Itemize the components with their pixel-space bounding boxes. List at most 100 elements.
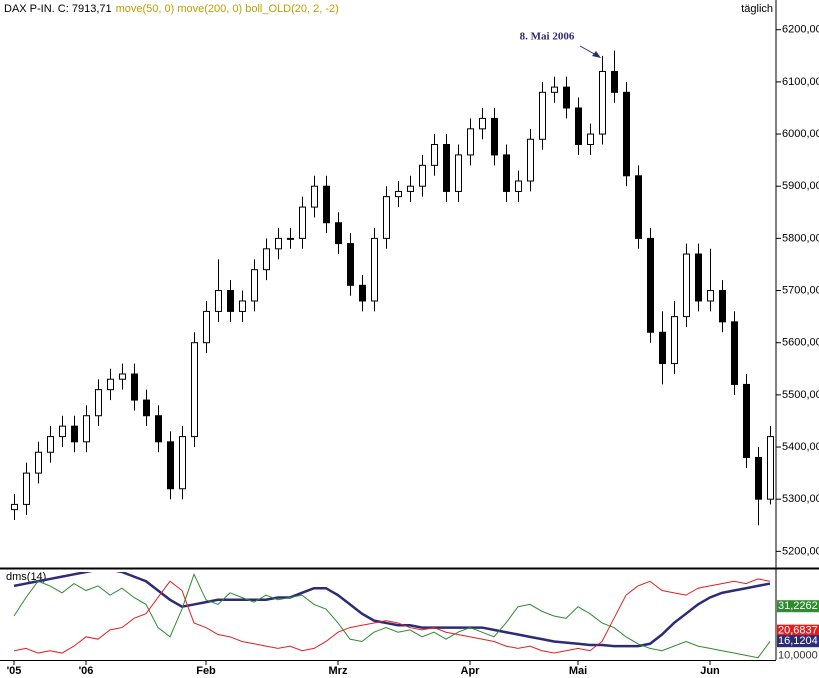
y-tick-label: 5200,00 (782, 545, 819, 557)
subtitle: move(50, 0) move(200, 0) boll_OLD(20, 2,… (116, 3, 339, 15)
x-tick-label: Feb (196, 665, 216, 677)
value-tag (777, 600, 819, 613)
candle-body (431, 143, 438, 166)
candle-body (347, 243, 354, 286)
chart-title: DAX P-IN. C: 7913,71 move(50, 0) move(200… (4, 3, 339, 15)
candle-body (323, 185, 330, 224)
candle-body (455, 154, 462, 192)
x-tick-label: Mrz (329, 665, 348, 677)
title: DAX P-IN. C: 7913,71 (4, 3, 112, 15)
x-tick-label: Apr (461, 665, 481, 677)
candle-body (467, 128, 474, 156)
candle-body (335, 222, 342, 245)
candle-body (95, 389, 102, 417)
period: täglich (741, 3, 773, 15)
candle-body (515, 180, 522, 192)
candle-body (239, 300, 246, 312)
arrow-head (592, 51, 601, 58)
value-tag (777, 624, 819, 637)
candle-body (383, 196, 390, 239)
candle-body (287, 237, 294, 240)
candle-body (491, 117, 498, 156)
y-tick-label: 5900,00 (782, 180, 819, 192)
candle-body (107, 378, 114, 391)
y-tick-label: 5800,00 (782, 232, 819, 244)
candle-body (275, 237, 282, 250)
candle-body (203, 310, 210, 344)
candle-body (119, 373, 126, 380)
candle-body (23, 472, 30, 505)
candle-body (551, 86, 558, 93)
candle-body (179, 436, 186, 490)
candle-body (407, 185, 414, 192)
candle-body (71, 425, 78, 443)
value-tag-label: 31,2262 (778, 600, 818, 612)
candle-body (131, 373, 138, 401)
candle-body (443, 143, 450, 192)
candle-body (83, 415, 90, 443)
value-tag-label: 16,1204 (778, 635, 818, 647)
candle-body (35, 451, 42, 474)
y-tick-label: 6100,00 (782, 76, 819, 88)
candle-body (719, 290, 726, 323)
value-tag-label: 20,6837 (778, 625, 818, 637)
indicator-line (13, 578, 771, 654)
candle-body (479, 117, 486, 130)
candle-body (707, 290, 714, 302)
annotation: 8. Mai 2006 (520, 31, 575, 43)
candle-body (611, 70, 618, 93)
candle-body (419, 164, 426, 187)
y-tick-label: 5400,00 (782, 441, 819, 453)
indicator-line (13, 572, 771, 659)
candle-body (599, 70, 606, 135)
candle-body (659, 331, 666, 365)
indicator-line (13, 572, 771, 648)
y-tick-label: 5500,00 (782, 389, 819, 401)
x-tick-label: '05 (7, 665, 22, 677)
candle-body (671, 316, 678, 365)
candle-body (563, 86, 570, 109)
candle-body (587, 133, 594, 145)
candle-body (359, 284, 366, 302)
x-tick-label: Jun (700, 665, 720, 677)
candle-body (635, 175, 642, 239)
candle-body (143, 399, 150, 417)
indicator-title: dms(14) (6, 571, 46, 583)
indicator-lines (13, 572, 771, 659)
candle-body (503, 154, 510, 192)
candle-body (623, 91, 630, 177)
y-tick-label: 6000,00 (782, 128, 819, 140)
candle-body (227, 290, 234, 312)
value-tag (777, 635, 819, 648)
candle-body (743, 383, 750, 458)
candle-body (683, 253, 690, 318)
candle-body (251, 269, 258, 302)
candle-body (539, 91, 546, 140)
y-tick-label: 5300,00 (782, 493, 819, 505)
candle-body (575, 107, 582, 145)
candle-body (59, 425, 66, 438)
y-tick-label: 5600,00 (782, 337, 819, 349)
candle-body (167, 441, 174, 490)
candle-body (263, 248, 270, 271)
candle-body (527, 138, 534, 182)
candle-body (767, 436, 774, 500)
candle-body (395, 190, 402, 198)
y-tick-label: 5700,00 (782, 284, 819, 296)
candle-body (47, 436, 54, 453)
candle-body (755, 456, 762, 500)
candle-body (311, 185, 318, 208)
x-tick-label: '06 (79, 665, 94, 677)
candle-body (731, 321, 738, 385)
x-tick-label: Mai (569, 665, 587, 677)
candle-body (191, 342, 198, 438)
candle-body (215, 290, 222, 312)
candle-body (647, 237, 654, 333)
candle-body (299, 206, 306, 239)
value-tag-label: 10,0000 (778, 649, 818, 661)
candle-body (11, 503, 18, 511)
candle-body (371, 237, 378, 302)
candle-body (695, 253, 702, 302)
